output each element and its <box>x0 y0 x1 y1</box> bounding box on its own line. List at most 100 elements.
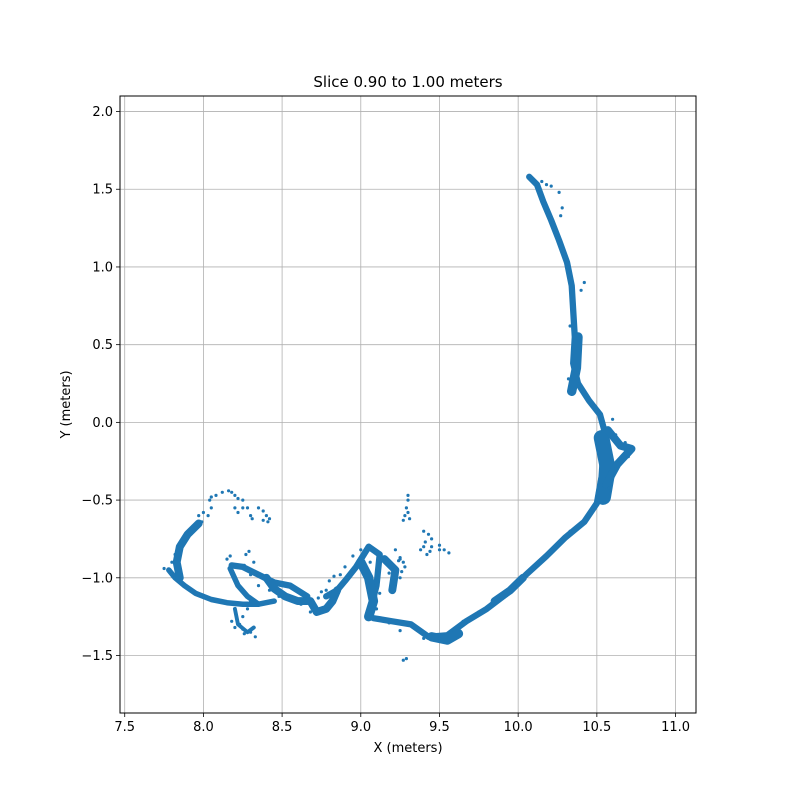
scatter-point <box>179 538 183 543</box>
scatter-point <box>401 658 405 662</box>
scatter-point <box>406 622 410 627</box>
scatter-point <box>393 582 397 586</box>
scatter-point <box>398 576 402 580</box>
scatter-point <box>249 514 253 518</box>
scatter-point <box>560 206 564 210</box>
scatter-point <box>241 498 245 502</box>
scatter-point <box>422 636 426 641</box>
scatter-point <box>623 441 627 445</box>
scatter-point <box>332 574 336 578</box>
scatter-point <box>401 518 405 522</box>
plot-frame <box>119 95 697 714</box>
scatter-cluster <box>306 586 342 616</box>
x-tick-label: 9.0 <box>350 720 371 735</box>
scatter-point <box>252 560 256 564</box>
scatter-cluster <box>172 519 203 582</box>
scatter-point <box>582 280 586 285</box>
scatter-point <box>374 607 379 611</box>
scatter-point <box>406 498 410 502</box>
scatter-point <box>242 632 246 636</box>
scatter-point <box>426 532 431 536</box>
scatter-cluster <box>262 573 312 606</box>
x-axis-label: X (meters) <box>373 741 442 756</box>
scatter-point <box>264 514 268 518</box>
scatter-point <box>227 489 231 493</box>
chart-title: Slice 0.90 to 1.00 meters <box>313 73 502 91</box>
y-tick-label: −0.5 <box>81 494 113 509</box>
scatter-point <box>256 506 261 510</box>
scatter-point <box>173 552 177 557</box>
scatter-point <box>529 570 533 574</box>
y-tick-label: 1.5 <box>92 183 113 198</box>
scatter-point <box>406 493 410 497</box>
scatter-point <box>249 599 253 603</box>
scatter-point <box>549 184 553 188</box>
scatter-point <box>288 596 292 600</box>
scatter-point <box>442 548 446 552</box>
x-tick-label: 10.0 <box>504 720 533 735</box>
scatter-point <box>513 585 517 589</box>
scatter-point <box>390 568 394 572</box>
scatter-cluster <box>490 573 527 606</box>
y-tick-label: 0.0 <box>92 416 113 431</box>
scatter-point <box>629 447 634 451</box>
scatter-point <box>241 506 245 510</box>
scatter-point <box>477 610 481 614</box>
scatter-point <box>611 417 615 421</box>
scatter-point <box>245 607 250 611</box>
scatter-point <box>261 518 265 522</box>
scatter-point <box>277 594 281 599</box>
scatter-point <box>193 526 198 530</box>
scatter-point <box>238 622 242 627</box>
scatter-point <box>319 590 323 594</box>
scatter-point <box>230 619 234 623</box>
scatter-cluster <box>356 557 379 622</box>
scatter-point <box>387 621 391 625</box>
scatter-point <box>261 509 265 513</box>
x-tick-label: 11.0 <box>661 720 690 735</box>
scatter-point <box>557 190 561 194</box>
scatter-point <box>316 596 320 600</box>
scatter-point <box>408 517 412 521</box>
scatter-point <box>233 563 237 568</box>
scatter-cluster <box>567 332 583 396</box>
y-tick-label: −1.5 <box>81 649 113 664</box>
scatter-point <box>527 175 531 179</box>
scatter-point <box>267 588 272 592</box>
scatter-point <box>236 496 240 501</box>
scatter-point <box>206 514 210 518</box>
scatter-point <box>209 495 213 499</box>
scatter-point <box>587 514 591 518</box>
grid-lines <box>120 96 696 713</box>
scatter-point <box>428 549 432 554</box>
scatter-point <box>249 630 253 634</box>
scatter-point <box>398 556 402 560</box>
scatter-point <box>250 517 254 521</box>
scatter-point <box>228 554 232 558</box>
scatter-point <box>200 520 204 524</box>
scatter-point <box>338 573 342 577</box>
scatter-point <box>544 183 549 187</box>
scatter-cluster <box>227 565 262 607</box>
scatter-point <box>532 178 536 182</box>
y-tick-label: 0.5 <box>92 338 113 353</box>
scatter-point <box>214 493 218 497</box>
scatter-point <box>208 498 212 502</box>
scatter-point <box>401 560 405 564</box>
x-tick-label: 8.0 <box>193 720 214 735</box>
scatter-point <box>324 588 328 592</box>
scatter-cluster <box>370 173 608 640</box>
scatter-point <box>167 568 171 572</box>
data-points <box>162 173 636 662</box>
scatter-point <box>404 657 408 661</box>
scatter-point <box>398 629 402 633</box>
scatter-cluster <box>426 629 464 645</box>
scatter-point <box>404 506 408 510</box>
scatter-point <box>245 506 250 510</box>
scatter-point <box>245 568 250 572</box>
scatter-point <box>308 610 312 614</box>
scatter-point <box>403 514 407 518</box>
scatter-point <box>242 563 246 568</box>
scatter-point <box>220 490 224 494</box>
